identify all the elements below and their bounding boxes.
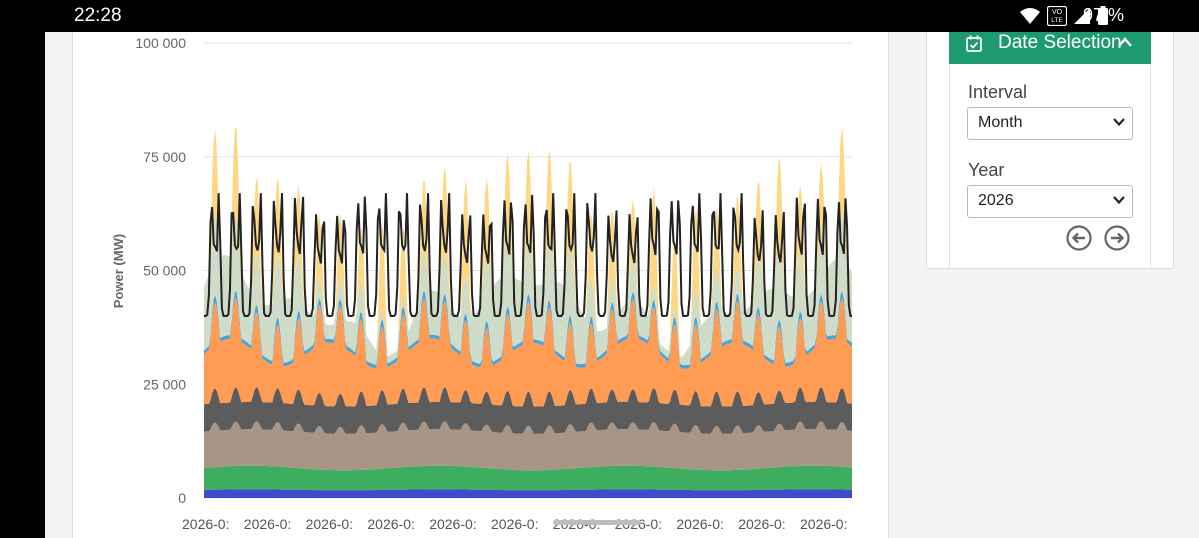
chevron-down-icon bbox=[1113, 118, 1125, 127]
date-selection-card: Date Selection Interval Month Year 2026 bbox=[926, 32, 1174, 269]
status-time: 22:28 bbox=[74, 5, 122, 26]
x-tick-label: 2026-0: bbox=[429, 516, 476, 532]
arrow-left-circle-icon[interactable] bbox=[1066, 225, 1092, 251]
chevron-down-icon bbox=[1113, 196, 1125, 205]
date-selection-body: Interval Month Year 2026 bbox=[949, 64, 1151, 268]
wifi-icon bbox=[1020, 8, 1040, 24]
x-tick-label: 2026-0: bbox=[738, 516, 785, 532]
interval-value: Month bbox=[978, 114, 1023, 131]
volte-top: VO bbox=[1052, 9, 1063, 16]
status-icons: VO LTE bbox=[1019, 5, 1109, 27]
series-area-gas[interactable] bbox=[204, 387, 852, 434]
x-tick-label: 2026-0: bbox=[491, 516, 538, 532]
y-tick-label: 0 bbox=[178, 490, 186, 506]
x-tick-label: 2026-0: bbox=[367, 516, 414, 532]
left-bezel bbox=[0, 32, 45, 538]
load-line[interactable] bbox=[204, 193, 853, 317]
y-tick-label: 75 000 bbox=[143, 149, 186, 165]
power-chart[interactable]: 0 25 000 50 000 75 000 100 000 Power (MW) 2026… bbox=[73, 32, 888, 538]
status-bar: 22:28 VO LTE 97 % bbox=[0, 0, 1199, 32]
series-area-wind[interactable] bbox=[204, 214, 852, 366]
volte-icon: VO LTE bbox=[1047, 6, 1067, 26]
volte-bottom: LTE bbox=[1051, 17, 1063, 24]
x-tick-label: 2026-0: bbox=[244, 516, 291, 532]
series-area-biomass-lignite[interactable] bbox=[204, 421, 852, 471]
battery-icon bbox=[1098, 6, 1108, 25]
signal-icon bbox=[1074, 8, 1090, 24]
year-label: Year bbox=[968, 160, 1005, 180]
chart-card: 0 25 000 50 000 75 000 100 000 Power (MW) 2026… bbox=[72, 32, 889, 538]
x-tick-label: 2026-0: bbox=[182, 516, 229, 532]
y-tick-label: 100 000 bbox=[135, 35, 186, 51]
series-area-nuclear[interactable] bbox=[204, 465, 852, 491]
series-area-solar[interactable] bbox=[204, 126, 852, 358]
x-tick-label: 2026-0: bbox=[306, 516, 353, 532]
series-area-other[interactable] bbox=[204, 298, 852, 407]
scroll-indicator bbox=[553, 520, 641, 525]
y-tick-label: 50 000 bbox=[143, 263, 186, 279]
page-viewport[interactable]: 0 25 000 50 000 75 000 100 000 Power (MW) 2026… bbox=[45, 32, 1199, 538]
x-tick-label: 2026-0: bbox=[800, 516, 847, 532]
interval-select[interactable]: Month bbox=[967, 107, 1133, 140]
year-value: 2026 bbox=[978, 192, 1014, 209]
arrow-right-circle-icon[interactable] bbox=[1104, 225, 1130, 251]
battery-percent: 97 % bbox=[1082, 5, 1124, 25]
x-tick-label: 2026-0: bbox=[676, 516, 723, 532]
date-selection-header[interactable]: Date Selection bbox=[949, 32, 1151, 64]
y-tick-label: 25 000 bbox=[143, 376, 186, 392]
year-select[interactable]: 2026 bbox=[967, 185, 1133, 218]
series-area-pumped-storage[interactable] bbox=[204, 291, 852, 369]
interval-label: Interval bbox=[968, 82, 1028, 102]
y-axis-title: Power (MW) bbox=[111, 234, 126, 308]
series-area-hydro[interactable] bbox=[204, 489, 852, 498]
calendar-check-icon bbox=[966, 35, 982, 52]
date-selection-title: Date Selection bbox=[998, 32, 1122, 53]
chevron-up-icon[interactable] bbox=[1117, 36, 1133, 48]
